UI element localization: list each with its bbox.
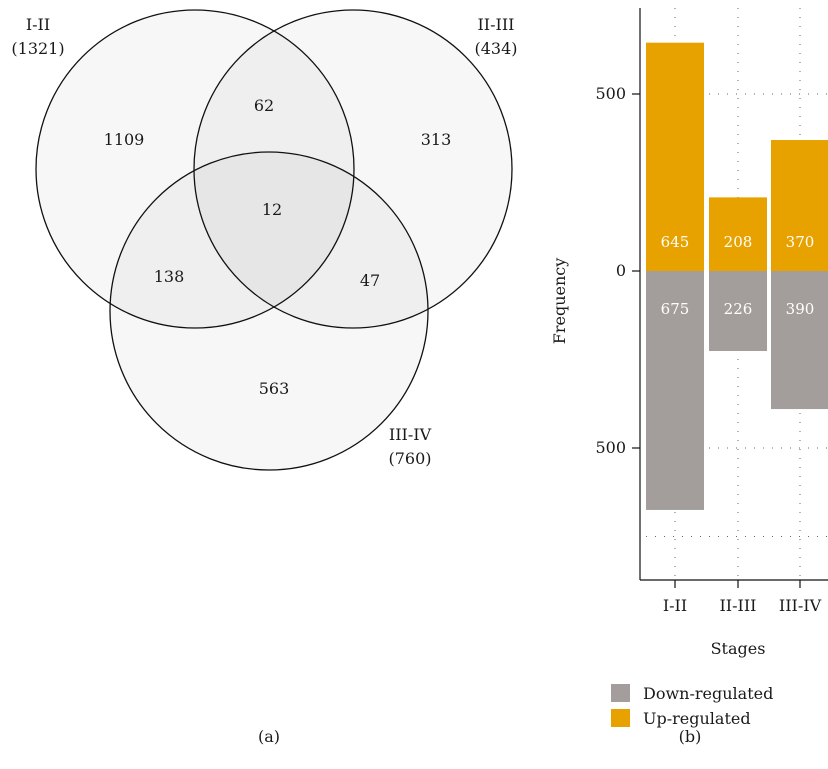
value-labels-layer: 645 675 208 226 370 390 <box>661 233 815 318</box>
y-axis-label: Frequency <box>550 258 569 345</box>
data-label-up-II-III: 208 <box>724 233 753 251</box>
bar-down-I-II <box>646 271 704 510</box>
bar-up-I-II <box>646 42 704 271</box>
venn-set-1-count: (1321) <box>11 39 64 58</box>
y-tick-label: 0 <box>616 261 626 280</box>
y-tick-label: 500 <box>595 84 626 103</box>
venn-region-123: 12 <box>262 200 282 219</box>
data-label-up-III-IV: 370 <box>786 233 815 251</box>
bar-down-III-IV <box>771 271 828 410</box>
legend: Down-regulated Up-regulated <box>611 684 773 728</box>
venn-region-only-1: 1109 <box>104 130 145 149</box>
venn-circle-outline-3 <box>109 151 429 471</box>
data-label-up-I-II: 645 <box>661 233 690 251</box>
legend-label-up-regulated: Up-regulated <box>643 709 751 728</box>
venn-set-3-name: III-IV <box>389 425 432 444</box>
venn-region-12: 62 <box>254 96 274 115</box>
venn-set-1-name: I-II <box>26 15 50 34</box>
bar-chart: 645 675 208 226 370 390 500 0 500 I-II II-III III-… <box>550 8 828 746</box>
venn-diagram: I-II (1321) II-III (434) III-IV (760) 11… <box>11 9 518 746</box>
y-tick-label: 500 <box>595 438 626 457</box>
data-label-down-I-II: 675 <box>661 300 690 318</box>
bar-up-II-III <box>709 197 767 271</box>
venn-set-3-count: (760) <box>388 449 431 468</box>
legend-label-down-regulated: Down-regulated <box>643 684 773 703</box>
venn-circle-outline-1 <box>35 9 355 329</box>
venn-circle-outline-2 <box>193 9 513 329</box>
data-label-down-III-IV: 390 <box>786 300 815 318</box>
panel-b-label: (b) <box>679 727 702 746</box>
x-axis-label: Stages <box>711 639 766 658</box>
bar-up-III-IV <box>771 140 828 271</box>
venn-region-only-2: 313 <box>421 130 452 149</box>
bar-down-II-III <box>709 271 767 352</box>
panel-a-label: (a) <box>258 727 280 746</box>
x-tick-label-III-IV: III-IV <box>779 596 822 615</box>
x-tick-label-I-II: I-II <box>663 596 687 615</box>
data-label-down-II-III: 226 <box>724 300 753 318</box>
grid-layer <box>646 8 828 580</box>
venn-region-only-3: 563 <box>259 379 290 398</box>
legend-swatch-up-regulated <box>611 709 630 727</box>
legend-swatch-down-regulated <box>611 684 630 702</box>
x-tick-label-II-III: II-III <box>719 596 756 615</box>
venn-set-2-name: II-III <box>477 15 514 34</box>
bars-layer <box>646 42 828 510</box>
venn-region-23: 47 <box>360 271 380 290</box>
venn-set-2-count: (434) <box>474 39 517 58</box>
axes-layer: 500 0 500 I-II II-III III-IV <box>595 8 828 615</box>
venn-region-13: 138 <box>154 267 185 286</box>
